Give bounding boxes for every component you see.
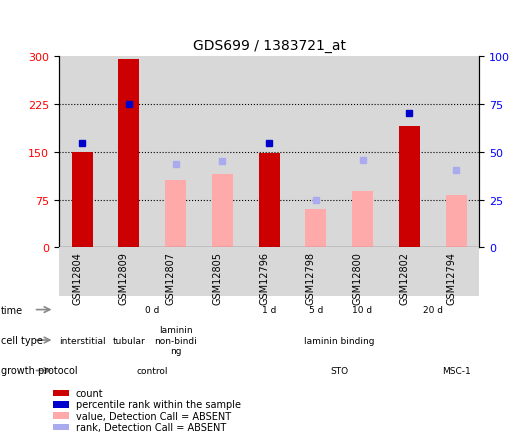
Bar (338, 248, 385, 296)
Bar (152, 248, 199, 296)
Bar (258, 154, 279, 248)
Text: rank, Detection Call = ABSENT: rank, Detection Call = ABSENT (75, 422, 225, 432)
Bar (105, 57, 152, 248)
Text: GSM12800: GSM12800 (352, 252, 362, 305)
Text: laminin
non-bindi
ng: laminin non-bindi ng (154, 326, 196, 355)
Bar (432, 57, 478, 248)
Text: growth protocol: growth protocol (1, 366, 77, 375)
Bar (118, 60, 139, 248)
Text: GSM12807: GSM12807 (165, 252, 175, 305)
Bar (165, 181, 186, 248)
Text: count: count (75, 388, 103, 398)
Text: STO: STO (329, 366, 348, 375)
Bar (53, 424, 69, 431)
Bar (245, 248, 292, 296)
Text: GSM12805: GSM12805 (212, 252, 222, 305)
Text: percentile rank within the sample: percentile rank within the sample (75, 399, 240, 409)
Text: MSC-1: MSC-1 (441, 366, 469, 375)
Text: 0 d: 0 d (145, 306, 159, 314)
Text: laminin binding: laminin binding (303, 336, 374, 345)
Bar (53, 412, 69, 419)
Text: value, Detection Call = ABSENT: value, Detection Call = ABSENT (75, 411, 231, 421)
Bar (385, 57, 432, 248)
Text: tubular: tubular (112, 336, 145, 345)
Text: GSM12804: GSM12804 (72, 252, 82, 305)
Title: GDS699 / 1383721_at: GDS699 / 1383721_at (192, 39, 345, 53)
Text: GSM12794: GSM12794 (445, 252, 455, 305)
Text: time: time (1, 305, 23, 315)
Bar (199, 57, 245, 248)
Text: GSM12809: GSM12809 (119, 252, 128, 305)
Bar (53, 401, 69, 408)
Text: 1 d: 1 d (261, 306, 276, 314)
Bar (398, 127, 419, 248)
Text: GSM12796: GSM12796 (259, 252, 269, 305)
Bar (211, 174, 232, 248)
Text: cell type: cell type (1, 335, 43, 345)
Text: 5 d: 5 d (308, 306, 322, 314)
Bar (385, 248, 432, 296)
Text: interstitial: interstitial (59, 336, 105, 345)
Bar (245, 57, 292, 248)
Bar (305, 210, 326, 248)
Text: 20 d: 20 d (422, 306, 442, 314)
Text: GSM12802: GSM12802 (399, 252, 408, 305)
Bar (199, 248, 245, 296)
Text: 10 d: 10 d (352, 306, 372, 314)
Bar (71, 152, 92, 248)
Bar (105, 248, 152, 296)
Bar (59, 248, 105, 296)
Bar (53, 390, 69, 396)
Bar (152, 57, 199, 248)
Bar (292, 248, 338, 296)
Text: control: control (136, 366, 167, 375)
Bar (432, 248, 478, 296)
Bar (292, 57, 338, 248)
Bar (59, 57, 105, 248)
Bar (351, 192, 372, 248)
Bar (445, 196, 466, 248)
Text: GSM12798: GSM12798 (305, 252, 315, 305)
Bar (338, 57, 385, 248)
